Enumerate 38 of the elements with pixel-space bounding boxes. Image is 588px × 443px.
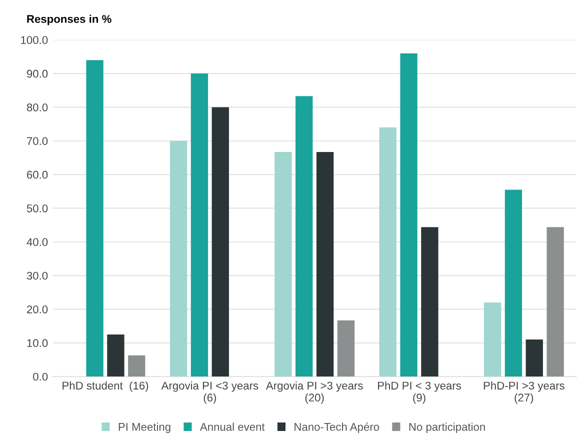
bar (212, 107, 229, 377)
legend-label: Annual event (200, 422, 265, 431)
legend-label: PI Meeting (118, 422, 170, 433)
y-tick-label: 50.0 (26, 204, 48, 212)
y-tick-label: 100.0 (21, 36, 48, 44)
bar (546, 227, 564, 377)
y-tick-label: 70.0 (27, 137, 48, 146)
bar (379, 127, 396, 377)
bar (274, 152, 292, 377)
bar (296, 96, 313, 377)
y-tick-label: 60.0 (27, 170, 48, 179)
bar (337, 320, 355, 377)
y-tick-label: 80.0 (26, 103, 48, 112)
bar (170, 140, 188, 377)
x-tick-label: Argovia PI <3 years (6) (161, 381, 258, 404)
x-tick-label: PhD-PI >3 years (27) (484, 381, 564, 404)
x-tick-label: PhD PI < 3 years (9) (378, 381, 461, 404)
bar (190, 74, 208, 377)
y-tick-label: 20.0 (26, 305, 48, 314)
y-tick-label: 30.0 (26, 272, 48, 280)
y-tick-label: 0.0 (33, 372, 48, 381)
x-tick-label: Argovia PI >3 years (20) (266, 381, 363, 404)
bar (421, 227, 438, 377)
bar (526, 340, 543, 377)
bar (504, 190, 522, 377)
bar (484, 302, 502, 377)
x-tick-label: PhD student (16) (62, 381, 148, 392)
bar (400, 53, 418, 377)
legend-label: Nano-Tech Apéro (294, 422, 380, 433)
bar (128, 355, 146, 377)
y-tick-label: 10.0 (27, 339, 48, 348)
y-tick-label: 40.0 (26, 238, 48, 246)
y-axis-title: Responses in % (27, 14, 112, 26)
bar (316, 152, 334, 377)
legend-label: No participation (409, 422, 485, 433)
bar (86, 60, 104, 377)
bar (107, 334, 124, 377)
y-tick-label: 90.0 (26, 70, 48, 78)
